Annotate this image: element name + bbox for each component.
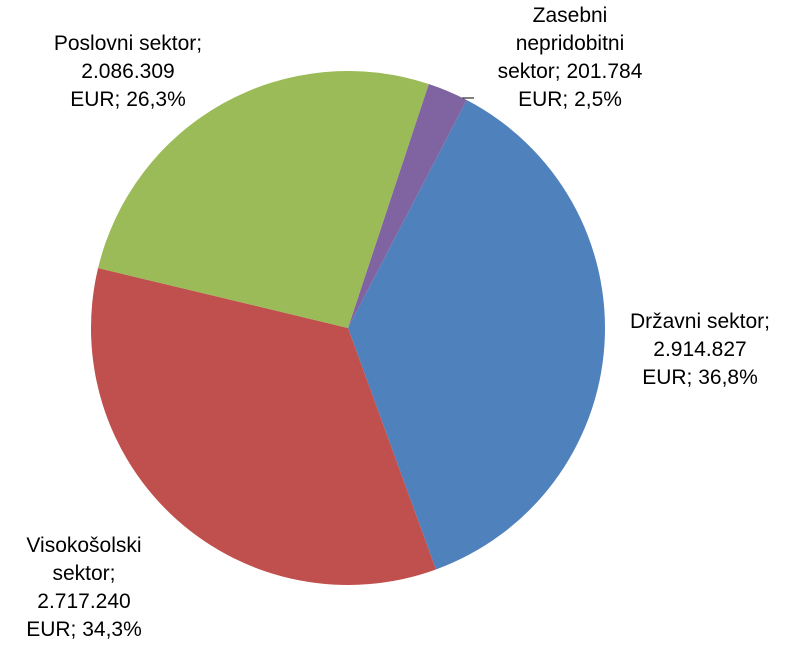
data-label-line: EUR; 26,3% [70,88,186,111]
data-label: Državni sektor; 2.914.827 EUR; 36,8% [630,310,770,389]
data-label-line: nepridobitni [516,32,625,55]
data-label: Poslovni sektor; 2.086.309 EUR; 26,3% [54,32,202,111]
data-label-line: EUR; 2,5% [518,88,622,111]
data-label-line: 2.086.309 [81,60,174,83]
data-label-line: 2.914.827 [653,338,746,361]
data-label-line: Državni sektor; [630,310,770,333]
data-label-line: EUR; 36,8% [642,366,758,389]
data-label-line: EUR; 34,3% [26,618,142,641]
pie-slice [348,100,605,570]
data-label-line: sektor; [52,562,115,585]
data-label-line: Poslovni sektor; [54,32,202,55]
data-label-line: sektor; 201.784 [498,60,643,83]
pie-slice [98,70,429,328]
pie-slice [91,268,436,585]
data-label-line: 2.717.240 [37,590,130,613]
data-label: Visokošolski sektor; 2.717.240 EUR; 34,3% [26,534,142,641]
data-label-line: Zasebni [533,4,608,27]
data-label-line: Visokošolski [26,534,141,557]
data-label: Zasebni nepridobitni sektor; 201.784 EUR; 2… [498,4,643,111]
pie-slice [348,84,467,328]
